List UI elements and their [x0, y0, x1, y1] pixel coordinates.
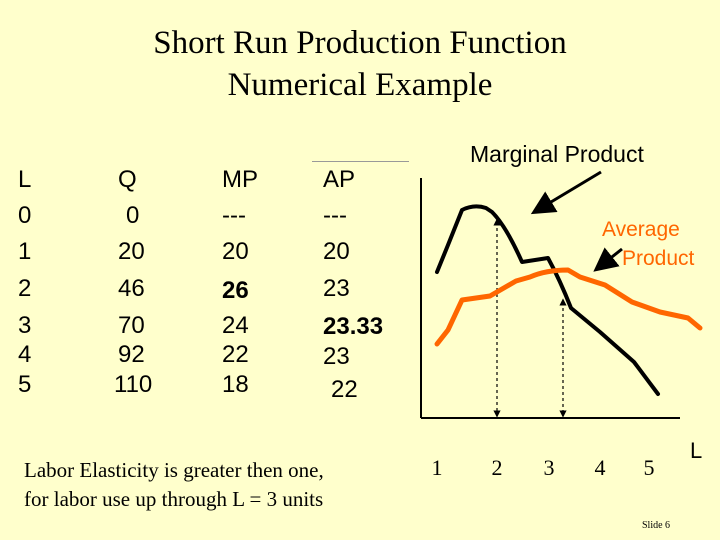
divider-line [312, 161, 409, 162]
cell-q: 46 [118, 275, 145, 302]
cell-l: 5 [18, 371, 32, 398]
header-ap: AP [323, 166, 356, 193]
mp-label-arrow [530, 170, 602, 215]
cell-ap: 23 [323, 275, 350, 302]
ap-label-arrow [593, 247, 623, 272]
note-line-1: Labor Elasticity is greater then one, [24, 458, 324, 482]
cell-mp: 24 [222, 312, 249, 339]
cell-mp: --- [222, 202, 246, 229]
ap-label-line-2: Product [622, 247, 695, 270]
average-product-curve [434, 267, 703, 347]
cell-q: 20 [118, 238, 145, 265]
cell-l: 4 [18, 341, 32, 368]
slide-title: Short Run Production Function Numerical … [0, 22, 720, 106]
cell-mp: 20 [222, 238, 249, 265]
cell-mp-max: 26 [222, 277, 249, 304]
cell-ap: 20 [323, 238, 350, 265]
ap-label-line-1: Average [602, 218, 680, 241]
note-line-2: for labor use up through L = 3 units [24, 487, 324, 511]
slide-number: Slide 6 [642, 520, 671, 531]
cell-ap: 23 [323, 343, 350, 370]
cell-mp: 18 [222, 371, 249, 398]
x-axis-label: L [690, 438, 702, 463]
header-l: L [18, 166, 32, 193]
x-tick-label: 1 [432, 455, 443, 480]
cell-l: 0 [18, 202, 32, 229]
x-tick-label: 2 [492, 455, 503, 480]
elasticity-note: Labor Elasticity is greater then one, fo… [24, 456, 324, 514]
cell-mp: 22 [222, 341, 249, 368]
header-q: Q [118, 166, 137, 193]
cell-l: 3 [18, 312, 32, 339]
cell-ap-max: 23.33 [323, 313, 384, 340]
title-line-1: Short Run Production Function [153, 25, 567, 61]
x-tick-label: 5 [644, 455, 655, 480]
cell-q: 110 [114, 371, 153, 398]
cell-ap: --- [323, 202, 347, 229]
x-tick-label: 3 [544, 455, 555, 480]
marginal-product-curve [435, 204, 660, 396]
cell-q: 0 [126, 202, 140, 229]
cell-l: 2 [18, 275, 32, 302]
cell-l: 1 [18, 238, 32, 265]
header-mp: MP [222, 166, 258, 193]
title-line-2: Numerical Example [227, 67, 493, 103]
cell-ap: 22 [331, 376, 358, 403]
cell-q: 70 [118, 312, 145, 339]
cell-q: 92 [118, 341, 145, 368]
x-tick-label: 4 [595, 455, 606, 480]
x-tick-labels: 1 2 3 4 5 [432, 455, 655, 480]
mp-label: Marginal Product [470, 141, 644, 167]
